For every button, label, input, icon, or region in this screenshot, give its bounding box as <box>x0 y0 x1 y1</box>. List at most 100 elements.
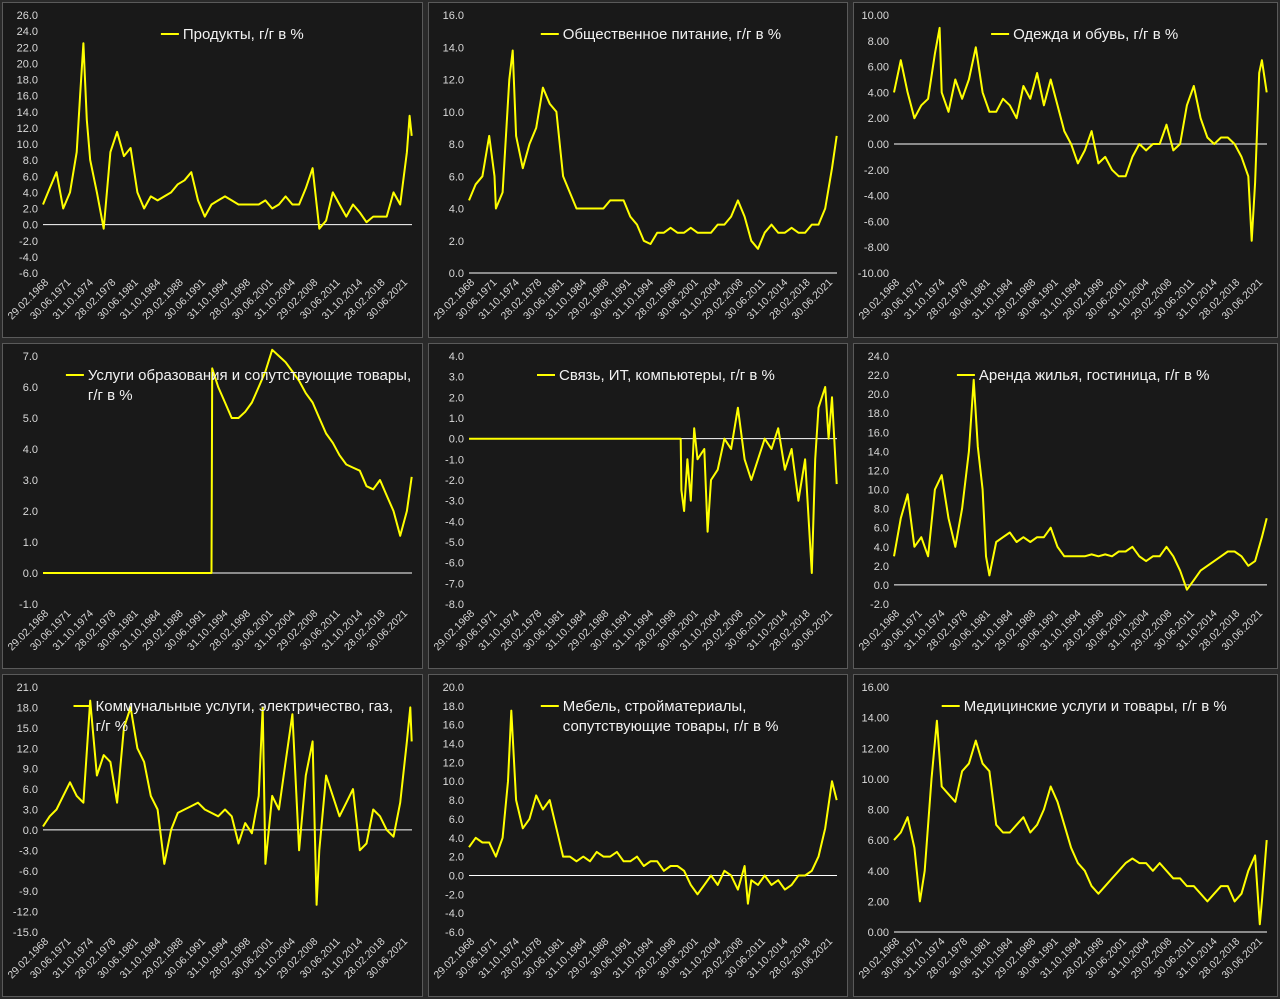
series-line <box>42 699 413 906</box>
y-tick-label: 18.0 <box>443 701 464 713</box>
y-tick-label: -10.00 <box>858 268 889 280</box>
series-line <box>893 26 1268 242</box>
y-tick-label: -4.0 <box>19 252 38 264</box>
y-tick-label: 8.0 <box>449 795 464 807</box>
series-line <box>43 348 413 574</box>
y-tick-label: 4.0 <box>449 204 464 216</box>
y-tick-label: 0.00 <box>868 139 889 151</box>
y-tick-label: 24.0 <box>868 351 889 363</box>
y-tick-label: 3.0 <box>23 805 38 817</box>
chart-svg: -1.00.01.02.03.04.05.06.07.029.02.196830… <box>5 348 413 653</box>
chart-title: Общественное питание, г/г в % <box>563 26 781 43</box>
chart-panel-apparel: -10.00 -8.00 -6.00 -4.00 -2.00 0.00 2.00 4.00 6.… <box>853 2 1278 338</box>
series-line <box>42 42 413 230</box>
y-tick-label: 12.0 <box>443 75 464 87</box>
y-tick-label: 2.00 <box>868 896 889 908</box>
y-tick-label: 16.00 <box>861 682 889 694</box>
y-tick-label: 14.0 <box>443 739 464 751</box>
y-tick-label: 6.0 <box>874 523 889 535</box>
y-tick-label: 0.00 <box>868 927 889 939</box>
y-tick-label: -4.0 <box>445 516 464 528</box>
y-tick-label: -3.0 <box>445 496 464 508</box>
y-tick-label: 4.0 <box>23 187 38 199</box>
y-tick-label: -2.0 <box>445 889 464 901</box>
y-tick-label: 8.0 <box>449 139 464 151</box>
y-tick-label: 14.0 <box>443 42 464 54</box>
y-tick-label: 2.0 <box>449 852 464 864</box>
y-tick-label: 1.0 <box>23 537 38 549</box>
y-tick-label: 18.0 <box>17 702 38 714</box>
y-tick-label: -6.0 <box>445 558 464 570</box>
y-tick-label: 12.0 <box>17 123 38 135</box>
y-tick-label: 16.0 <box>443 10 464 22</box>
series-line <box>893 378 1268 591</box>
y-tick-label: 12.0 <box>17 743 38 755</box>
y-tick-label: 8.0 <box>23 155 38 167</box>
chart-svg: -15.0 -12.0 -9.0 -6.0 -3.0 0.0 3.0 6.0 9.0 12.0 15… <box>5 682 413 981</box>
y-tick-label: 0.0 <box>449 870 464 882</box>
y-tick-label: 10.0 <box>443 776 464 788</box>
chart-title: г/г в % <box>88 387 133 404</box>
y-tick-label: 6.0 <box>23 784 38 796</box>
y-tick-label: 0.0 <box>23 220 38 232</box>
chart-svg: 0.00 2.00 4.00 6.00 8.00 10.00 12.00 14.00 16.00… <box>856 682 1268 981</box>
y-tick-label: -8.00 <box>864 242 889 254</box>
chart-title: г/г % <box>96 718 129 735</box>
y-tick-label: 5.0 <box>23 413 38 425</box>
y-tick-label: 6.00 <box>868 62 889 74</box>
y-tick-label: 6.0 <box>449 171 464 183</box>
chart-panel-catering: 0.0 2.0 4.0 6.0 8.0 10.0 12.0 14.0 16.0 29.02.196… <box>428 2 848 338</box>
y-tick-label: 4.0 <box>23 444 38 456</box>
y-tick-label: 6.0 <box>449 814 464 826</box>
y-tick-label: 26.0 <box>17 10 38 22</box>
y-tick-label: -6.00 <box>864 216 889 228</box>
y-tick-label: 0.0 <box>23 825 38 837</box>
y-tick-label: 3.0 <box>23 475 38 487</box>
y-tick-label: 12.00 <box>861 743 889 755</box>
chart-title: Связь, ИТ, компьютеры, г/г в % <box>559 367 775 384</box>
series-line <box>468 49 838 250</box>
y-tick-label: 8.00 <box>868 36 889 48</box>
y-tick-label: 14.0 <box>17 107 38 119</box>
y-tick-label: 22.0 <box>868 370 889 382</box>
chart-svg: -8.0 -7.0 -6.0 -5.0 -4.0 -3.0 -2.0 -1.0 0.0 1.0 2.… <box>431 351 838 653</box>
y-tick-label: 0.0 <box>449 268 464 280</box>
chart-panel-furniture: -6.0 -4.0 -2.0 0.0 2.0 4.0 6.0 8.0 10.0 12.0 14.0 1… <box>428 674 848 997</box>
y-tick-label: 10.0 <box>868 485 889 497</box>
y-tick-label: -15.0 <box>13 927 38 939</box>
chart-panel-education: -1.0 0.0 1.0 2.0 3.0 4.0 5.0 6.0 7.0 29.02.1968 30… <box>2 343 423 669</box>
y-tick-label: -2.0 <box>19 236 38 248</box>
y-tick-label: 20.0 <box>443 682 464 694</box>
chart-title: сопутствующие товары, г/г в % <box>563 718 779 735</box>
y-tick-label: 2.0 <box>449 392 464 404</box>
y-tick-label: -2.0 <box>445 475 464 487</box>
y-tick-label: 0.0 <box>23 568 38 580</box>
y-tick-label: -7.0 <box>445 578 464 590</box>
chart-title: Продукты, г/г в % <box>183 26 304 43</box>
chart-svg: -6.0 -4.0 -2.0 0.0 2.0 4.0 6.0 8.0 10.0 12.0 14.0 1… <box>431 682 838 981</box>
y-tick-label: 18.0 <box>17 75 38 87</box>
y-tick-label: 4.00 <box>868 87 889 99</box>
y-tick-label: 16.0 <box>868 427 889 439</box>
y-tick-label: 15.0 <box>17 723 38 735</box>
chart-svg: -6.0 -4.0 -2.0 0.0 2.0 4.0 6.0 8.0 10.0 12.0 14.0 1… <box>5 10 413 322</box>
y-tick-label: -9.0 <box>19 886 38 898</box>
chart-title: Коммунальные услуги, электричество, газ, <box>96 698 394 715</box>
series-line <box>893 719 1268 926</box>
y-tick-label: 4.0 <box>449 833 464 845</box>
y-tick-label: 10.0 <box>17 139 38 151</box>
y-tick-label: 18.0 <box>868 408 889 420</box>
y-tick-label: 14.00 <box>861 713 889 725</box>
y-tick-label: -3.0 <box>19 845 38 857</box>
y-tick-label: 2.0 <box>23 204 38 216</box>
y-tick-label: -4.00 <box>864 191 889 203</box>
y-tick-label: -1.0 <box>445 454 464 466</box>
y-tick-label: -5.0 <box>445 537 464 549</box>
y-tick-label: -6.0 <box>19 866 38 878</box>
y-tick-label: 20.0 <box>868 389 889 401</box>
y-tick-label: 10.0 <box>443 107 464 119</box>
y-tick-label: 16.0 <box>17 91 38 103</box>
chart-panel-utilities: -15.0 -12.0 -9.0 -6.0 -3.0 0.0 3.0 6.0 9.0 12.0 15… <box>2 674 423 997</box>
y-tick-label: 24.0 <box>17 26 38 38</box>
